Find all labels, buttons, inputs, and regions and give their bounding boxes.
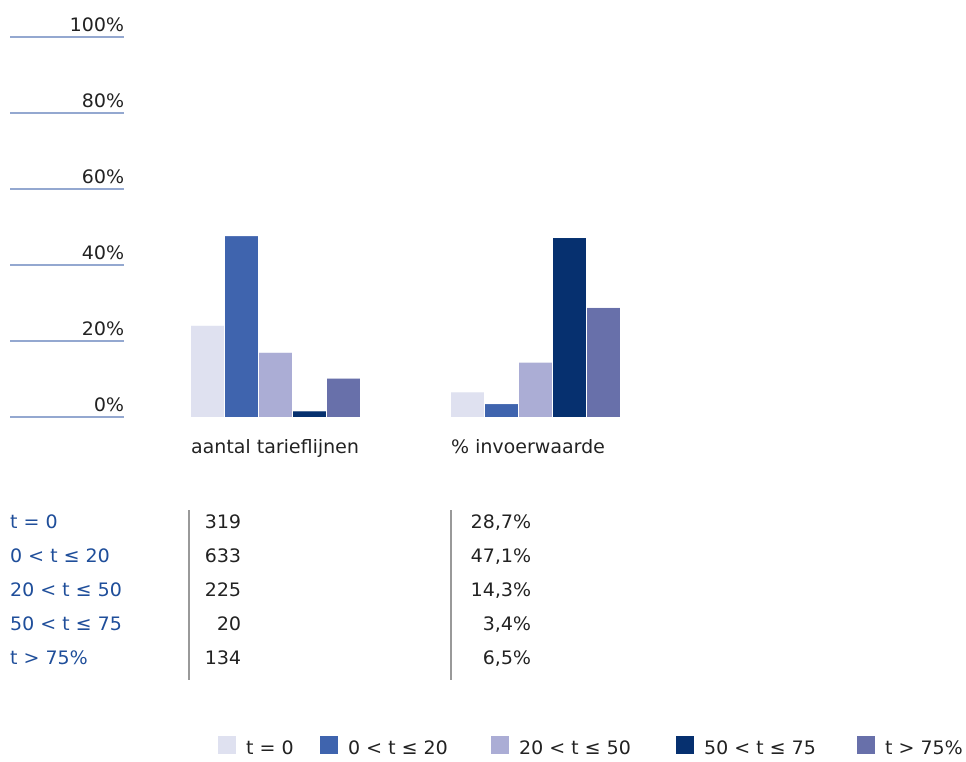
table-cell: 14,3% xyxy=(471,579,531,601)
y-tick-label: 40% xyxy=(82,242,124,264)
bar xyxy=(293,411,326,417)
bar xyxy=(519,362,552,417)
table-cell: 225 xyxy=(205,579,241,601)
bar xyxy=(451,392,484,417)
bar xyxy=(553,238,586,417)
legend-label: t = 0 xyxy=(246,737,294,759)
x-tick-label: aantal tarieflijnen xyxy=(191,436,359,458)
legend-swatch xyxy=(857,736,875,754)
table-cell: 633 xyxy=(205,545,241,567)
bar xyxy=(191,325,224,417)
y-tick-label: 60% xyxy=(82,166,124,188)
x-tick-label: % invoerwaarde xyxy=(451,436,605,458)
row-label: 0 < t ≤ 20 xyxy=(10,545,110,567)
row-label: 20 < t ≤ 50 xyxy=(10,579,122,601)
table-cell: 20 xyxy=(217,613,241,635)
row-label: 50 < t ≤ 75 xyxy=(10,613,122,635)
table-cell: 134 xyxy=(205,647,241,669)
table-cell: 3,4% xyxy=(483,613,531,635)
row-label: t > 75% xyxy=(10,647,88,669)
legend-label: t > 75% xyxy=(885,737,963,759)
legend-label: 0 < t ≤ 20 xyxy=(348,737,448,759)
bar xyxy=(259,352,292,417)
legend-swatch xyxy=(676,736,694,754)
table-cell: 47,1% xyxy=(471,545,531,567)
bar xyxy=(485,404,518,417)
table-cell: 28,7% xyxy=(471,511,531,533)
y-tick-label: 80% xyxy=(82,90,124,112)
y-tick-label: 0% xyxy=(94,394,124,416)
legend-swatch xyxy=(491,736,509,754)
y-tick-label: 20% xyxy=(82,318,124,340)
bar xyxy=(225,236,258,417)
legend-label: 20 < t ≤ 50 xyxy=(519,737,631,759)
legend-swatch xyxy=(218,736,236,754)
y-tick-label: 100% xyxy=(70,14,124,36)
bar xyxy=(587,307,620,417)
legend-swatch xyxy=(320,736,338,754)
bar xyxy=(327,378,360,417)
table-cell: 319 xyxy=(205,511,241,533)
row-label: t = 0 xyxy=(10,511,58,533)
table-cell: 6,5% xyxy=(483,647,531,669)
legend-label: 50 < t ≤ 75 xyxy=(704,737,816,759)
